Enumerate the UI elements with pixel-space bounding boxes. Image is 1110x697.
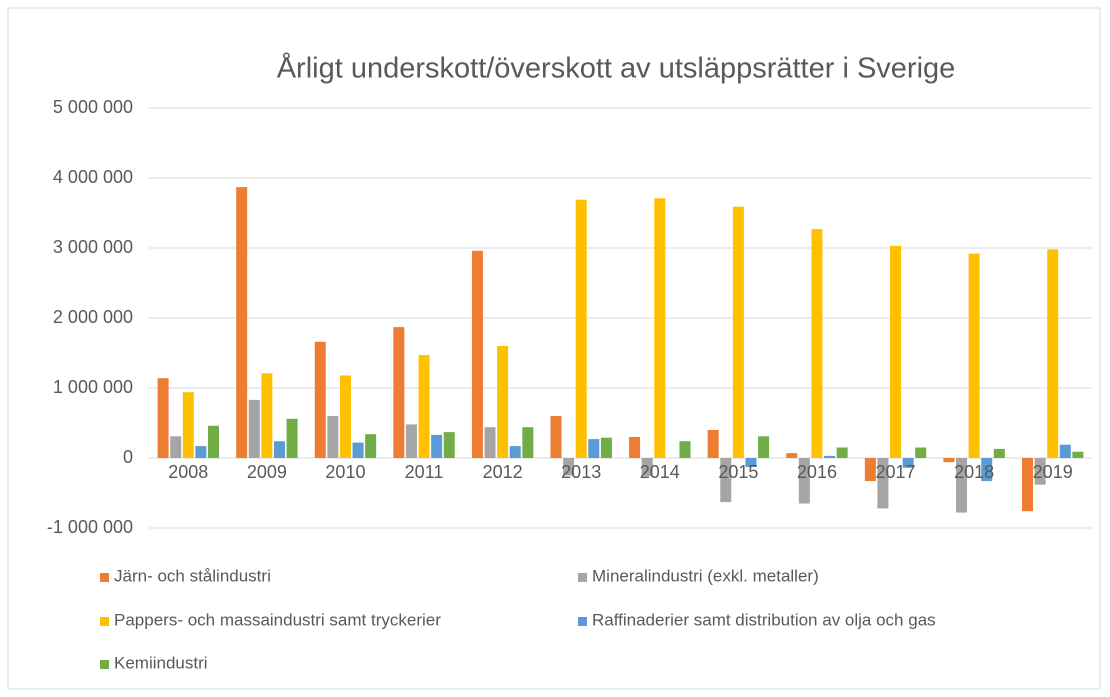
x-tick-label: 2008: [168, 462, 208, 482]
bar: [195, 446, 207, 458]
x-tick-label: 2010: [325, 462, 365, 482]
legend-swatch: [100, 617, 109, 626]
bar: [758, 436, 770, 458]
bar: [654, 198, 666, 459]
y-tick-label: 4 000 000: [53, 167, 133, 187]
bar: [393, 327, 405, 458]
bar: [679, 441, 691, 458]
bar: [273, 441, 285, 458]
x-tick-label: 2017: [876, 462, 916, 482]
legend-swatch: [100, 660, 109, 669]
bar: [629, 437, 641, 458]
bar: [471, 250, 483, 458]
bar: [890, 245, 902, 458]
bar: [864, 458, 876, 482]
bar: [811, 229, 823, 458]
bar: [339, 375, 351, 458]
bar: [745, 458, 757, 468]
y-tick-label: 1 000 000: [53, 377, 133, 397]
bar: [836, 447, 848, 458]
y-tick-label: -1 000 000: [47, 517, 133, 537]
bar: [575, 199, 587, 458]
x-tick-label: 2018: [954, 462, 994, 482]
bar: [641, 458, 653, 477]
bar: [484, 427, 496, 458]
bar: [563, 458, 575, 476]
legend-swatch: [578, 573, 587, 582]
bar: [968, 253, 980, 458]
y-tick-label: 3 000 000: [53, 237, 133, 257]
bar: [798, 458, 810, 504]
bar: [981, 458, 993, 482]
bar: [327, 416, 339, 458]
y-tick-label: 0: [123, 447, 133, 467]
bar: [824, 455, 836, 458]
bar: [720, 458, 732, 503]
legend-swatch: [578, 617, 587, 626]
bar: [286, 418, 298, 458]
x-tick-label: 2019: [1033, 462, 1073, 482]
bar: [1072, 451, 1084, 458]
bar: [365, 434, 377, 458]
legend-label: Pappers- och massaindustri samt tryckeri…: [114, 610, 441, 629]
bar: [943, 458, 955, 463]
bar: [1059, 444, 1071, 458]
bar: [207, 425, 219, 458]
bar: [236, 187, 248, 458]
x-tick-label: 2014: [640, 462, 680, 482]
bar: [431, 434, 443, 458]
bar: [1022, 458, 1034, 512]
bar: [261, 373, 273, 458]
legend-swatch: [100, 573, 109, 582]
bar: [157, 378, 169, 458]
x-tick-label: 2015: [718, 462, 758, 482]
bar: [732, 206, 744, 458]
bar: [902, 458, 914, 468]
bar: [707, 430, 719, 458]
y-tick-label: 5 000 000: [53, 97, 133, 117]
legend-label: Järn- och stålindustri: [114, 566, 271, 585]
x-tick-label: 2016: [797, 462, 837, 482]
x-tick-label: 2011: [405, 462, 444, 482]
legend-label: Kemiindustri: [114, 653, 208, 672]
x-tick-label: 2013: [561, 462, 601, 482]
x-tick-label: 2012: [483, 462, 523, 482]
x-tick-label: 2009: [247, 462, 287, 482]
bar: [405, 424, 417, 458]
bar: [182, 392, 194, 458]
bar: [509, 446, 521, 458]
legend-label: Raffinaderier samt distribution av olja …: [592, 610, 936, 629]
bar: [1034, 458, 1046, 485]
chart-border: [7, 7, 1101, 690]
chart-title: Årligt underskott/överskott av utsläppsr…: [277, 52, 956, 85]
bar: [956, 458, 968, 513]
bar: [170, 436, 182, 458]
bar: [550, 416, 562, 458]
bar: [443, 432, 455, 458]
bar: [248, 399, 260, 458]
bar: [352, 442, 364, 458]
bar: [522, 427, 534, 458]
bar: [915, 447, 927, 458]
bar: [993, 448, 1005, 458]
bar: [1047, 249, 1059, 458]
bar: [786, 453, 798, 458]
bar: [497, 346, 509, 458]
bar: [877, 458, 889, 509]
y-tick-label: 2 000 000: [53, 307, 133, 327]
legend-label: Mineralindustri (exkl. metaller): [592, 566, 819, 585]
bar: [600, 437, 612, 458]
bar: [588, 439, 600, 458]
bar: [314, 341, 326, 458]
bar: [418, 355, 430, 458]
